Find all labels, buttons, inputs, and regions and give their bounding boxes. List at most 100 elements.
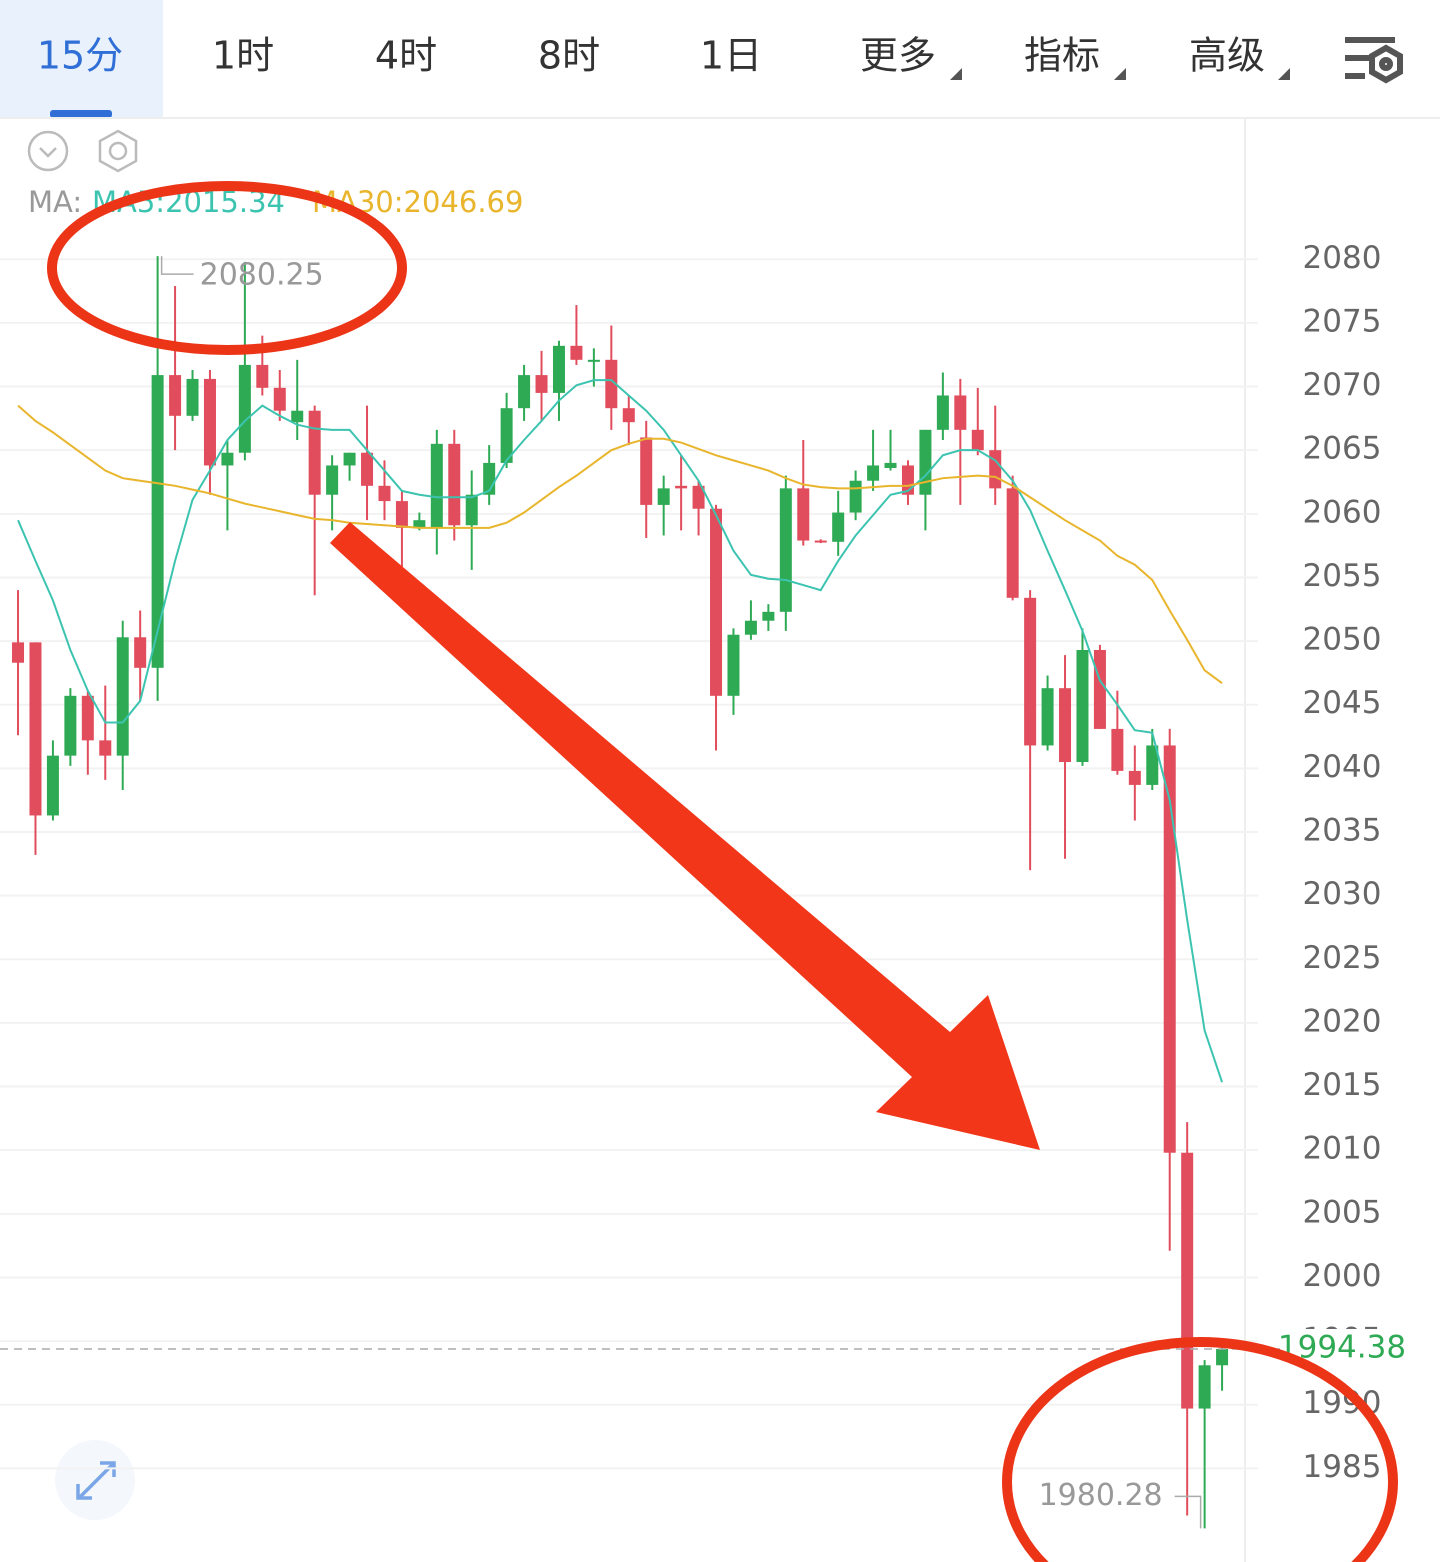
- y-tick-label: 2065: [1303, 431, 1382, 467]
- candle-body: [395, 501, 408, 528]
- candle-body: [919, 429, 932, 495]
- candle-body: [81, 695, 94, 741]
- high-marker: [160, 256, 194, 275]
- candle-body: [518, 375, 531, 409]
- y-tick-label: 2015: [1303, 1067, 1382, 1103]
- candle-body: [1163, 745, 1176, 1153]
- candle-body: [12, 642, 25, 663]
- candle-body: [308, 410, 321, 495]
- candle-body: [99, 740, 112, 756]
- candle-body: [203, 378, 216, 466]
- active-tab-indicator: [50, 110, 112, 118]
- timeframe-tab[interactable]: 4时: [375, 34, 437, 78]
- candle-body: [814, 540, 827, 543]
- candle-body: [779, 488, 792, 612]
- legend-prefix: MA:: [28, 185, 82, 219]
- timeframe-tab[interactable]: 指标: [1024, 34, 1100, 78]
- timeframe-tab[interactable]: 1时: [212, 34, 274, 78]
- collapse-icon[interactable]: [27, 130, 69, 172]
- candle-body: [936, 395, 949, 430]
- candle-body: [291, 410, 304, 423]
- candle-body: [1216, 1348, 1229, 1366]
- timeframe-tab[interactable]: 高级: [1189, 34, 1265, 78]
- candle-body: [1111, 728, 1124, 771]
- annotations: [47, 181, 1398, 1562]
- candle-body: [971, 429, 984, 451]
- trend-arrow: [330, 522, 1040, 1150]
- candle-body: [256, 364, 269, 388]
- y-tick-label: 2060: [1303, 494, 1382, 530]
- candle-body: [1146, 745, 1159, 785]
- candle-body: [1093, 650, 1106, 729]
- candle-body: [186, 378, 199, 416]
- candle-body: [1198, 1365, 1211, 1409]
- candle-body: [675, 485, 688, 489]
- candle-body: [849, 480, 862, 513]
- candle-body: [361, 452, 374, 486]
- candle-body: [797, 488, 810, 541]
- y-tick-label: 2010: [1303, 1131, 1382, 1167]
- candle-body: [710, 508, 723, 696]
- plot-area: 2080.25 1980.28: [0, 256, 1280, 1529]
- timeframe-tab[interactable]: 15分: [37, 34, 123, 78]
- candle-body: [1181, 1152, 1194, 1409]
- dropdown-markers: [950, 68, 1290, 80]
- candle-body: [430, 443, 443, 528]
- candle-body: [64, 695, 77, 756]
- candle-body: [535, 375, 548, 393]
- candle-body: [692, 485, 705, 509]
- candle-body: [1006, 488, 1019, 598]
- candle-body: [29, 642, 42, 816]
- candle-body: [1128, 770, 1141, 785]
- y-tick-label: 2050: [1303, 622, 1382, 658]
- active-tab-bg: [0, 0, 163, 118]
- y-tick-label: 2040: [1303, 749, 1382, 785]
- timeframe-tab[interactable]: 更多: [860, 34, 936, 78]
- y-tick-label: 2080: [1303, 240, 1382, 276]
- y-tick-label: 2035: [1303, 813, 1382, 849]
- y-tick-label: 2005: [1303, 1194, 1382, 1230]
- moving-average-line: [17, 379, 1224, 1083]
- y-tick-label: 2045: [1303, 685, 1382, 721]
- candle-body: [640, 437, 653, 505]
- candle-body: [465, 494, 478, 526]
- expand-button[interactable]: [55, 1440, 135, 1520]
- candle-body: [500, 408, 513, 463]
- candle-body: [867, 465, 880, 481]
- settings-icon[interactable]: [1345, 37, 1403, 84]
- candle-body: [727, 634, 740, 696]
- y-tick-label: 1985: [1303, 1449, 1382, 1485]
- candle-body: [448, 443, 461, 526]
- y-tick-label: 2055: [1303, 558, 1382, 594]
- candle-body: [657, 488, 670, 505]
- candle-body: [587, 359, 600, 362]
- candle-body: [273, 387, 286, 411]
- candle-body: [1059, 688, 1072, 762]
- high-label: 2080.25: [200, 258, 324, 293]
- moving-average-line: [17, 404, 1223, 685]
- candle-body: [989, 450, 1002, 489]
- candle-body: [1076, 650, 1089, 762]
- candle-body: [832, 512, 845, 542]
- y-tick-label: 2075: [1303, 303, 1382, 339]
- timeframe-tab[interactable]: 1日: [700, 34, 762, 78]
- candle-body: [605, 359, 618, 409]
- candle-body: [570, 345, 583, 360]
- y-tick-label: 2070: [1303, 367, 1382, 403]
- candle-body: [134, 637, 147, 668]
- candle-body: [326, 465, 339, 495]
- timeframe-tab[interactable]: 8时: [538, 34, 600, 78]
- candle-body: [1041, 688, 1054, 746]
- candle-body: [762, 611, 775, 621]
- low-label: 1980.28: [1039, 1478, 1163, 1513]
- y-tick-label: 2025: [1303, 940, 1382, 976]
- candle-body: [238, 364, 251, 453]
- candle-body: [169, 375, 182, 416]
- low-marker: [1174, 1495, 1202, 1529]
- candle-body: [884, 462, 897, 468]
- candle-body: [221, 452, 234, 466]
- settings-hex-icon[interactable]: [98, 129, 138, 173]
- candle-body: [1024, 597, 1037, 746]
